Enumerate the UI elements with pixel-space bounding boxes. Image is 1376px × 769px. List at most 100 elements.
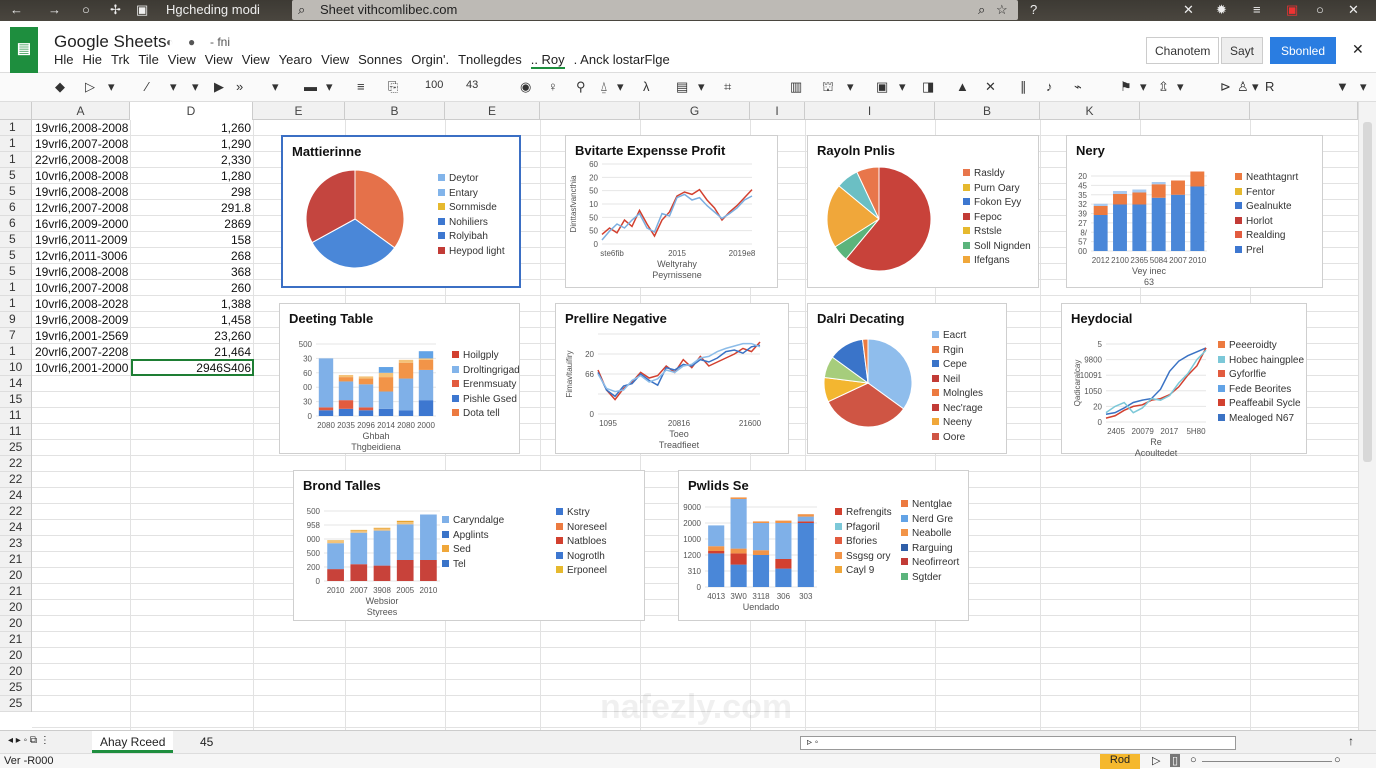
search-icon[interactable]: ⌕ [978, 2, 986, 17]
cell-a[interactable]: 10vrl6,2007-2008 [35, 281, 129, 295]
dropdown-icon[interactable]: ▾ [1177, 79, 1184, 94]
cloud-status-icon[interactable]: ● [188, 35, 196, 49]
legend-item[interactable]: Noreseel [556, 522, 607, 537]
legend-item[interactable]: Entary [438, 188, 505, 203]
bar-segment[interactable] [730, 548, 747, 554]
bar-segment[interactable] [420, 560, 437, 581]
bar-segment[interactable] [1113, 204, 1127, 252]
bar-segment[interactable] [327, 540, 344, 542]
r-icon[interactable]: R [1265, 79, 1275, 94]
legend-item[interactable]: Dota tell [452, 408, 520, 423]
row-header-cell[interactable]: 22 [0, 472, 31, 488]
bar-segment[interactable] [358, 376, 374, 379]
chart-c8[interactable]: Heydocial 0 20 1050 10091 9800 5 2405 20079 2017 5… [1061, 303, 1307, 458]
row-header-cell[interactable]: 1 [0, 120, 31, 136]
bar-segment[interactable] [1093, 215, 1108, 251]
legend-item[interactable]: Rstsle [963, 226, 1031, 241]
bar-segment[interactable] [752, 521, 770, 523]
chart-c3[interactable]: Rayoln Pnlis Rasldy Purn Oary Fokon Eyy Fepo… [807, 135, 1039, 288]
page-icon[interactable]: ▯ [1170, 754, 1181, 767]
legend-item[interactable]: Neofirreort [901, 557, 959, 572]
legend-item[interactable]: Erponeel [556, 565, 607, 580]
pie-slice[interactable] [856, 166, 880, 220]
bar-segment[interactable] [327, 543, 344, 570]
cell-d[interactable]: 268 [230, 249, 251, 263]
legend-item[interactable]: Gealnukte [1235, 201, 1298, 216]
row-header-cell[interactable]: 24 [0, 520, 31, 536]
legend-item[interactable]: Hoilgply [452, 350, 520, 365]
legend-item[interactable]: Refrengits [835, 507, 892, 522]
cell-a[interactable]: 10vrl6,2001-2000 [35, 361, 129, 375]
pie-slice[interactable] [867, 338, 913, 410]
cell-d[interactable]: 368 [230, 265, 251, 279]
row-header-cell[interactable]: 24 [0, 488, 31, 504]
cell-a[interactable]: 20vrl6,2007-2208 [35, 345, 129, 359]
menu-item[interactable]: Hie [82, 52, 103, 67]
vertical-scrollbar[interactable] [1358, 102, 1376, 730]
bar-segment[interactable] [1171, 194, 1185, 251]
menu-item[interactable]: View [204, 52, 233, 67]
share-other-button[interactable]: Chanotem [1146, 37, 1220, 64]
comment-icon[interactable]: ♪ [1046, 79, 1053, 94]
function-icon[interactable]: λ [643, 79, 650, 94]
legend-item[interactable]: Purn Oary [963, 183, 1031, 198]
legend-item[interactable]: Sgtder [901, 572, 959, 587]
bar-segment[interactable] [730, 497, 747, 499]
pin-icon[interactable]: ⚲ [576, 79, 586, 94]
legend-item[interactable]: Ssgsg ory [835, 551, 892, 566]
row-header-cell[interactable]: 9 [0, 312, 31, 328]
row-header-cell[interactable]: 21 [0, 632, 31, 648]
legend-item[interactable]: Peeeroidty [1218, 340, 1304, 355]
menu-item[interactable]: Tile [138, 52, 159, 67]
bar-segment[interactable] [1113, 194, 1127, 205]
column-header-cell[interactable]: E [253, 102, 345, 120]
bar-segment[interactable] [378, 391, 394, 409]
bar-segment[interactable] [398, 378, 414, 411]
dropdown-icon[interactable]: ▾ [617, 79, 624, 94]
row-header-cell[interactable]: 5 [0, 264, 31, 280]
bar-segment[interactable] [418, 369, 434, 401]
column-header-cell[interactable]: E [445, 102, 540, 120]
menu-item[interactable]: Tnollegdes [458, 52, 522, 67]
row-header-cell[interactable]: 6 [0, 216, 31, 232]
bar-segment[interactable] [1132, 189, 1147, 193]
sheets-logo[interactable]: ▤ [10, 27, 38, 73]
legend-item[interactable]: Prel [1235, 245, 1298, 260]
undo-icon[interactable]: ◆ [55, 79, 65, 94]
bar-segment[interactable] [1093, 203, 1108, 206]
bar-segment[interactable] [752, 523, 770, 551]
zoom-slider[interactable] [1202, 761, 1332, 762]
bar-segment[interactable] [418, 359, 434, 370]
cell-a[interactable]: 10vrl6,2008-2028 [35, 297, 129, 311]
series-line[interactable] [597, 344, 761, 398]
chart-c4[interactable]: Nery 00 57 8/27 39 32 35 45 20 2012 2100 2365 5084 20… [1066, 135, 1323, 288]
save-button[interactable]: Sayt [1221, 37, 1264, 64]
bar-segment[interactable] [418, 400, 434, 416]
dropdown-icon[interactable]: ▾ [1252, 79, 1259, 94]
bar-segment[interactable] [797, 516, 814, 522]
cell-a[interactable]: 10vrl6,2008-2008 [35, 169, 129, 183]
forward-icon[interactable]: → [48, 2, 61, 17]
row-header-cell[interactable]: 5 [0, 184, 31, 200]
legend-item[interactable]: Kstry [556, 507, 607, 522]
dropdown-icon[interactable]: ▾ [326, 79, 333, 94]
help-icon[interactable]: ? [1030, 2, 1038, 17]
chart-c9[interactable]: Brond Talles 0 200 500 000 958 500 2010 2007 3908… [293, 470, 645, 621]
bar-segment[interactable] [398, 410, 414, 416]
dropdown-icon[interactable]: ▾ [272, 79, 279, 94]
legend-item[interactable]: Nerd Gre [901, 514, 959, 529]
paint-format-icon[interactable]: ⁄ [146, 79, 149, 94]
sheet-nav-buttons[interactable]: ◂ ▸ ◦ ⧉ ⋮ [8, 735, 50, 746]
record-icon[interactable]: ▣ [1286, 2, 1299, 17]
legend-item[interactable]: Ifefgans [963, 255, 1031, 270]
column-header-cell[interactable]: D [130, 102, 253, 120]
column-header-cell[interactable]: B [935, 102, 1040, 120]
bar-segment[interactable] [318, 410, 334, 416]
cell-a[interactable]: 16vrl6,2009-2000 [35, 217, 129, 231]
menu-item[interactable]: Yearo [278, 52, 313, 67]
cell-a[interactable]: 12vrl6,2011-3006 [35, 249, 128, 263]
primary-button[interactable]: Sbonled [1270, 37, 1336, 64]
bar-segment[interactable] [338, 408, 354, 416]
bar-segment[interactable] [730, 564, 747, 587]
bar-segment[interactable] [338, 400, 354, 409]
